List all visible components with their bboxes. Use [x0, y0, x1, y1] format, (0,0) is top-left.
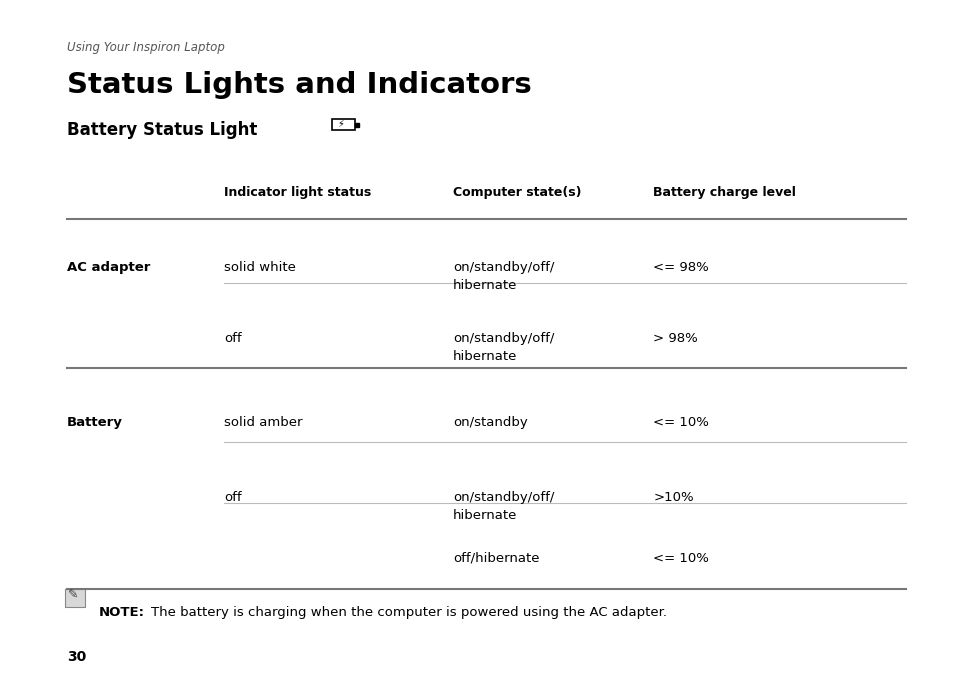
Text: > 98%: > 98%	[653, 332, 698, 345]
Text: on/standby/off/
hibernate: on/standby/off/ hibernate	[453, 332, 554, 363]
Text: Status Lights and Indicators: Status Lights and Indicators	[67, 71, 531, 99]
Bar	[332, 119, 355, 130]
Text: >10%: >10%	[653, 491, 694, 504]
Text: on/standby: on/standby	[453, 416, 527, 429]
Text: off/hibernate: off/hibernate	[453, 552, 539, 565]
Text: <= 10%: <= 10%	[653, 416, 709, 429]
Text: NOTE:: NOTE:	[99, 606, 145, 619]
Text: Battery charge level: Battery charge level	[653, 186, 796, 199]
Text: off: off	[224, 491, 241, 504]
Text: AC adapter: AC adapter	[67, 261, 150, 274]
Text: The battery is charging when the computer is powered using the AC adapter.: The battery is charging when the compute…	[151, 606, 666, 619]
Text: <= 98%: <= 98%	[653, 261, 708, 274]
Text: solid white: solid white	[224, 261, 295, 274]
Text: Computer state(s): Computer state(s)	[453, 186, 581, 199]
Text: Indicator light status: Indicator light status	[224, 186, 371, 199]
Text: Using Your Inspiron Laptop: Using Your Inspiron Laptop	[67, 41, 224, 53]
Text: ✎: ✎	[68, 588, 78, 600]
Text: 30: 30	[67, 650, 86, 664]
Text: on/standby/off/
hibernate: on/standby/off/ hibernate	[453, 491, 554, 522]
Text: off: off	[224, 332, 241, 345]
Text: ⚡: ⚡	[336, 118, 344, 129]
Bar	[355, 123, 358, 127]
Text: on/standby/off/
hibernate: on/standby/off/ hibernate	[453, 261, 554, 292]
Text: Battery Status Light: Battery Status Light	[67, 121, 257, 139]
Bar	[65, 589, 85, 607]
Text: Battery: Battery	[67, 416, 123, 429]
Text: <= 10%: <= 10%	[653, 552, 709, 565]
Text: solid amber: solid amber	[224, 416, 302, 429]
